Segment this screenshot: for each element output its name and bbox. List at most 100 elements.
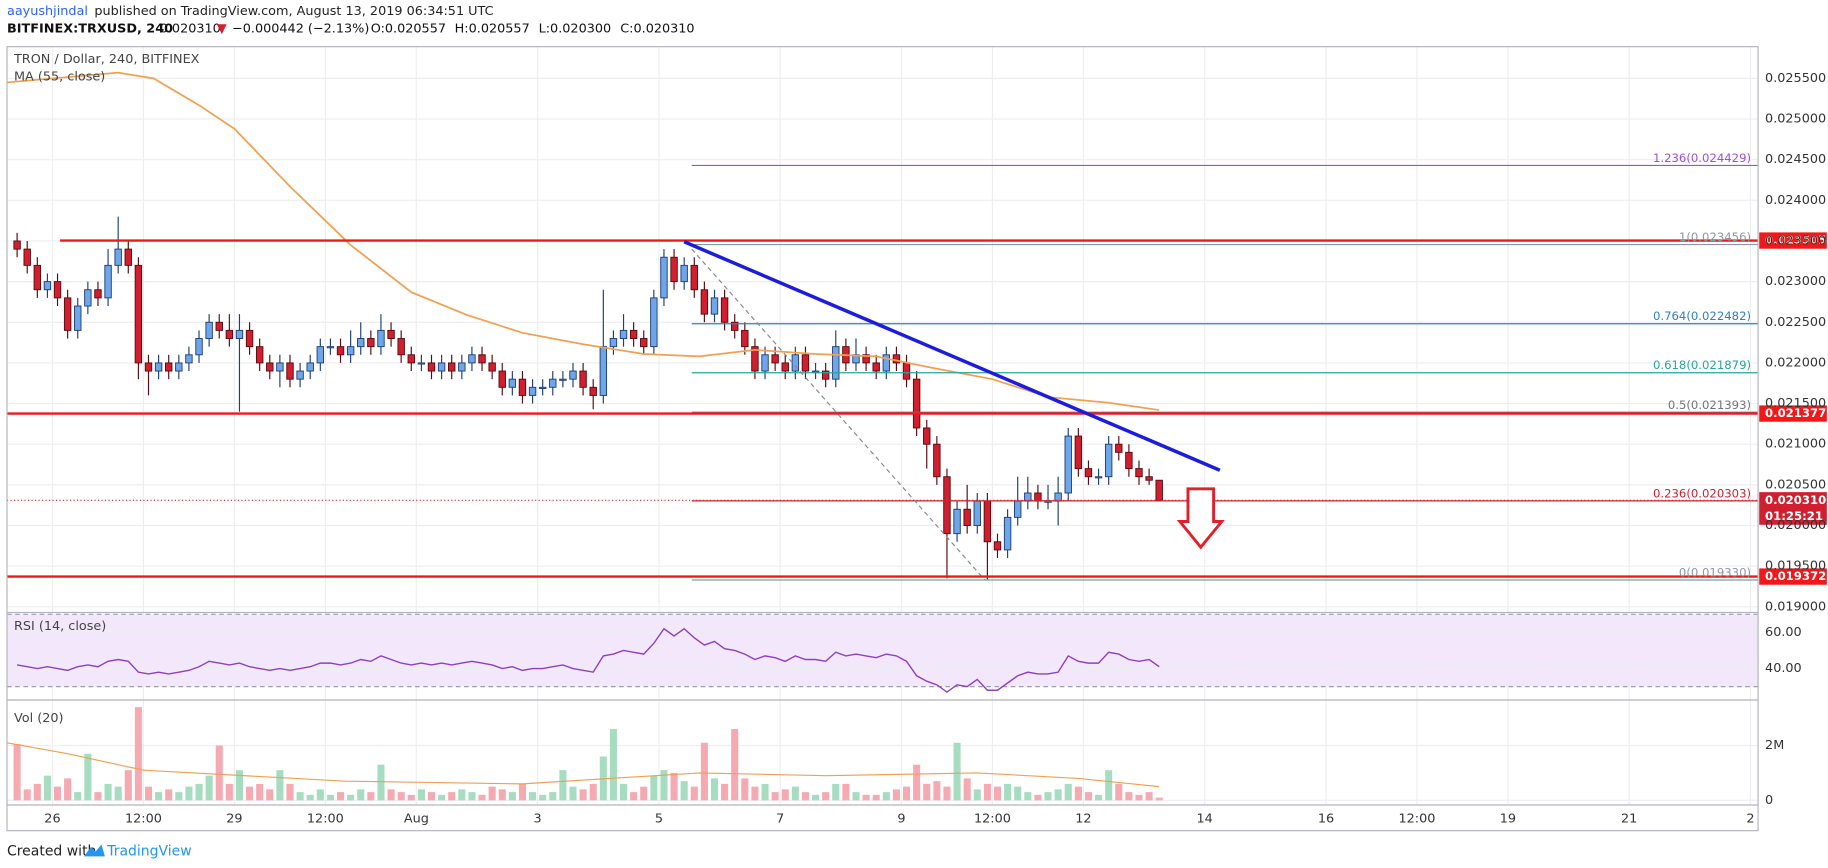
candle-body [650, 297, 658, 348]
candle-body [215, 321, 223, 331]
footer-brand[interactable]: TradingView [106, 844, 191, 860]
volume-bar [529, 792, 537, 801]
candle-body [882, 354, 891, 372]
candle-body [316, 346, 325, 364]
candle-body [710, 297, 719, 315]
y-tick-label: 0.021000 [1765, 437, 1826, 452]
level-tag [1759, 568, 1827, 585]
current-price-label: 0.020310 [1765, 493, 1826, 507]
candle-body [377, 329, 385, 348]
volume-bar [660, 770, 668, 801]
x-tick-label: 5 [655, 811, 663, 826]
volume-bar [488, 786, 496, 801]
volume-bar [215, 745, 223, 801]
candle-body [266, 362, 274, 372]
high: H:0.020557 [455, 22, 530, 37]
chart-title: TRON / Dollar, 240, BITFINEX [13, 52, 200, 67]
volume-bar [741, 778, 749, 801]
volume-bar [417, 789, 425, 801]
candle-body [599, 346, 608, 396]
volume-bar [114, 786, 122, 801]
candle-body [1125, 451, 1133, 470]
volume-bar [266, 789, 274, 801]
volume-bar [185, 786, 193, 801]
candle-body [1003, 516, 1012, 551]
volume-bar [751, 786, 759, 801]
last-price: 0.020310 [160, 22, 221, 37]
x-tick-label: 3 [534, 811, 542, 826]
fib-label: 0.764(0.022482) [1653, 309, 1751, 323]
candle-body [43, 281, 52, 291]
volume-bar [1004, 783, 1012, 801]
x-tick-label: 12 [1075, 811, 1091, 826]
candle-body [165, 362, 173, 372]
fib-label: 1.236(0.024429) [1653, 151, 1751, 165]
volume-bar [943, 786, 951, 801]
candle-body [629, 329, 638, 339]
volume-bar [74, 792, 82, 801]
candle-body [690, 264, 698, 291]
rsi-legend: RSI (14, close) [14, 619, 106, 634]
y-tick-label: 0.019000 [1765, 599, 1826, 614]
candle-body [680, 264, 688, 283]
volume-bar [710, 778, 719, 801]
volume-bar [357, 789, 365, 801]
candle-body [296, 370, 304, 380]
volume-bar [569, 786, 577, 801]
volume-bar [549, 792, 557, 801]
author[interactable]: aayushjindal [7, 4, 88, 19]
volume-bar [680, 781, 688, 801]
candle-body [13, 240, 21, 250]
candle-body [427, 362, 436, 372]
candle-body [892, 354, 901, 364]
volume-bar [902, 786, 911, 801]
marks-layer [6, 71, 1759, 801]
candle-body [74, 305, 82, 331]
candle-body [993, 541, 1002, 551]
candle-body [973, 500, 981, 526]
brand-logo [83, 844, 105, 857]
volume-bar [923, 783, 931, 801]
y-tick-label: 0.022000 [1765, 355, 1826, 370]
change: −0.000442 (−2.13%) [232, 22, 369, 37]
volume-bar [53, 786, 62, 801]
volume-bar [1105, 770, 1113, 801]
volume-bar [1024, 792, 1032, 801]
candle-body [286, 362, 294, 380]
candle-body [63, 297, 72, 331]
volume-bar [731, 729, 739, 801]
volume-bar [609, 729, 617, 801]
volume-bar [124, 770, 132, 801]
candle-body [791, 354, 800, 372]
volume-bar [205, 775, 213, 801]
volume-bar [791, 786, 799, 801]
candle-body [175, 362, 183, 372]
volume-bar [1034, 794, 1042, 801]
rsi-tick-label: 40.00 [1765, 661, 1802, 676]
candle-body [114, 248, 122, 266]
x-tick-label: 12:00 [307, 811, 344, 826]
candle-body [609, 338, 618, 348]
level-tag-label: 0.021377 [1765, 406, 1826, 420]
volume-bar [801, 792, 809, 801]
x-tick-label: 16 [1318, 811, 1334, 826]
volume-bar [23, 789, 31, 801]
volume-bar [690, 786, 698, 801]
volume-bar [195, 783, 203, 801]
candle-body [1014, 500, 1022, 518]
candle-body [336, 346, 345, 356]
volume-bar [539, 794, 547, 801]
candle-body [720, 297, 729, 323]
volume-bar [892, 789, 900, 801]
volume-bar [1145, 792, 1153, 801]
volume-bar [812, 794, 820, 801]
fib-label: 1(0.023456) [1679, 230, 1751, 244]
candle-body [801, 354, 810, 372]
volume-bar [913, 764, 921, 801]
candle-body [902, 362, 911, 380]
y-tick-label: 0.025500 [1765, 71, 1826, 86]
published: published on TradingView.com, August 13,… [94, 4, 493, 19]
y-tick-label: 0.022500 [1765, 315, 1826, 330]
